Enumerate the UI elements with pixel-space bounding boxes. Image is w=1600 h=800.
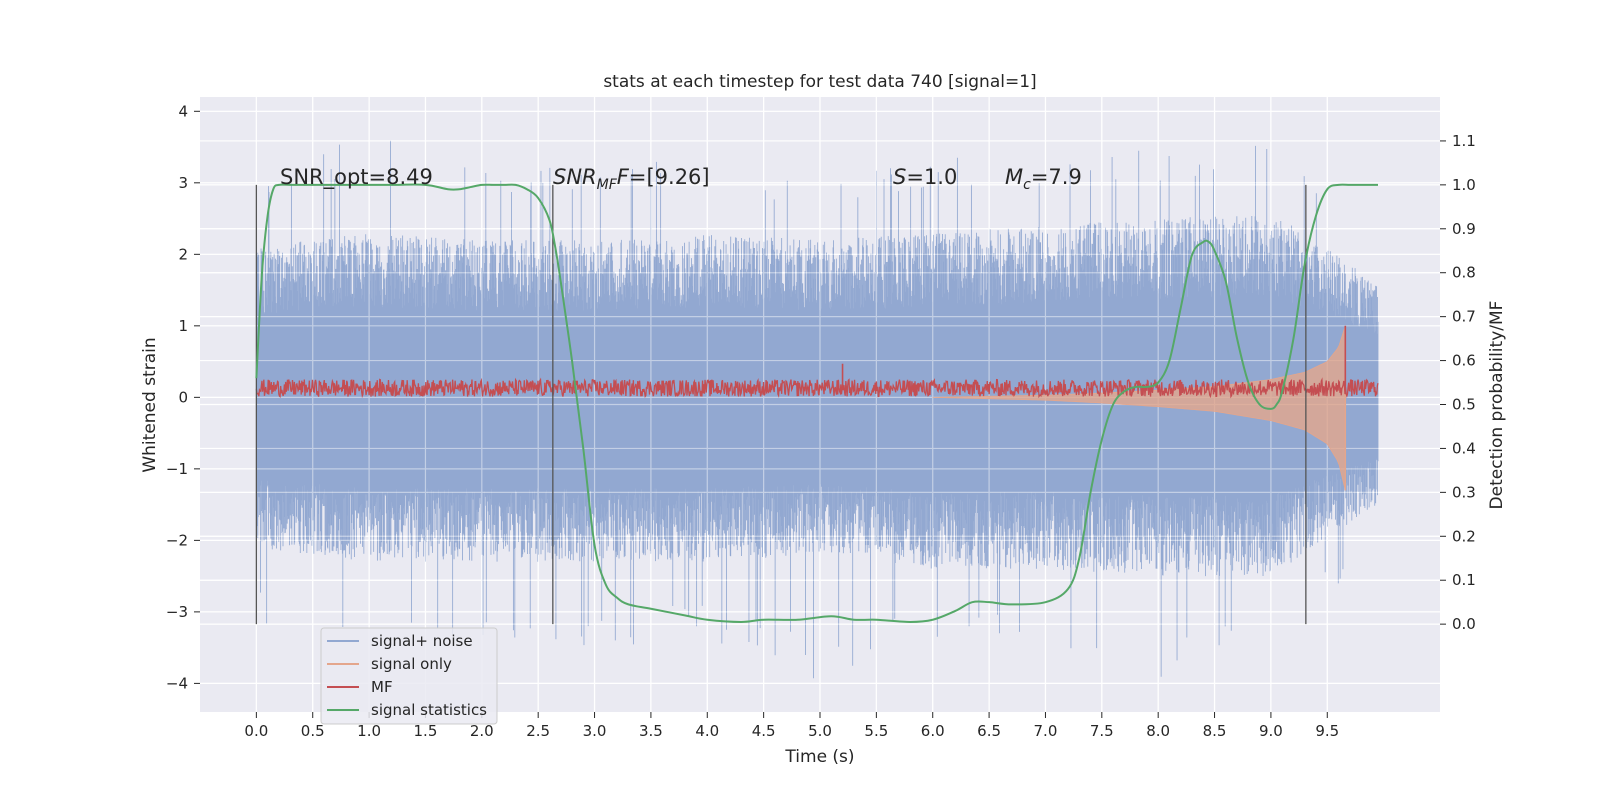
x-tick-label: 5.5 [864, 722, 888, 740]
legend-label-signal-statistics: signal statistics [371, 701, 487, 719]
x-tick-label: 2.0 [470, 722, 494, 740]
y-right-tick-label: 0.1 [1452, 571, 1476, 589]
x-tick-label: 9.0 [1259, 722, 1283, 740]
y-right-tick-label: 0.5 [1452, 396, 1476, 414]
x-tick-label: 4.0 [695, 722, 719, 740]
x-tick-label: 1.0 [357, 722, 381, 740]
legend: signal+ noise signal only MF signal stat… [320, 627, 498, 725]
series-mf [255, 325, 1379, 399]
y-tick-label: −3 [166, 603, 188, 621]
y-tick-label: −2 [166, 531, 188, 549]
legend-label-signal-plus-noise: signal+ noise [371, 632, 473, 650]
annotation-snr-opt: SNR_opt=8.49 [280, 165, 433, 190]
annotation-mc-sub: c [1023, 177, 1031, 193]
annotation-snr-mf-prefix: SNR [553, 165, 597, 189]
y-right-tick-label: 0.9 [1452, 220, 1476, 238]
y-tick-label: 3 [178, 174, 188, 192]
y-right-axis-label: Detection probability/MF [1487, 301, 1507, 510]
annotation-snr-mf: SNRMFF=[9.26] [553, 165, 710, 193]
x-tick-label: 7.0 [1034, 722, 1058, 740]
annotation-mc: Mc=7.9 [1005, 165, 1082, 193]
mf-line [255, 377, 1379, 399]
y-tick-label: −1 [166, 460, 188, 478]
annotation-snr-mf-sub: MF [597, 177, 618, 193]
y-tick-label: 2 [178, 245, 188, 263]
y-axis-label: Whitened strain [140, 337, 160, 472]
y-right-tick-label: 0.7 [1452, 308, 1476, 326]
legend-box [320, 627, 498, 725]
x-tick-label: 8.5 [1203, 722, 1227, 740]
y-right-tick-label: 0.4 [1452, 439, 1476, 457]
annotation-snr-mf-value: =[9.26] [629, 165, 710, 189]
x-tick-label: 6.5 [977, 722, 1001, 740]
x-tick-label: 3.0 [583, 722, 607, 740]
y-right-tick-label: 0.8 [1452, 264, 1476, 282]
signal-statistics-line [255, 183, 1378, 623]
y-tick-label: 4 [178, 102, 188, 120]
annotation-s-value: =1.0 [906, 165, 957, 189]
x-tick-label: 3.5 [639, 722, 663, 740]
y-right-tick-label: 0.3 [1452, 483, 1476, 501]
annotation-mc-prefix: M [1005, 165, 1023, 189]
y-right-tick-label: 0.0 [1452, 615, 1476, 633]
x-tick-label: 6.0 [921, 722, 945, 740]
legend-label-signal-only: signal only [371, 655, 452, 673]
annotation-mc-value: =7.9 [1031, 165, 1082, 189]
x-axis-ticks: 0.0 0.5 1.0 1.5 2.0 2.5 3.0 3.5 4.0 4.5 5.0 5.5 6.0 6… [244, 712, 1339, 740]
y-right-tick-label: 0.6 [1452, 352, 1476, 370]
annotation-s-prefix: S [893, 165, 906, 189]
legend-label-mf: MF [371, 678, 393, 696]
y-right-tick-label: 0.2 [1452, 527, 1476, 545]
x-tick-label: 5.0 [808, 722, 832, 740]
x-axis-label: Time (s) [784, 747, 854, 767]
y-axis-ticks: −4 −3 −2 −1 0 1 2 3 4 [166, 102, 200, 692]
x-tick-label: 4.5 [752, 722, 776, 740]
x-tick-label: 0.5 [301, 722, 325, 740]
y-right-tick-label: 1.0 [1452, 176, 1476, 194]
y-tick-label: 0 [178, 388, 188, 406]
y-right-tick-label: 1.1 [1452, 132, 1476, 150]
x-tick-label: 7.5 [1090, 722, 1114, 740]
y-right-axis-ticks: 0.0 0.1 0.2 0.3 0.4 0.5 0.6 0.7 0.8 0.9 1.0 1.1 [1440, 132, 1476, 633]
y-tick-label: −4 [166, 674, 188, 692]
y-tick-label: 1 [178, 317, 188, 335]
x-tick-label: 0.0 [244, 722, 268, 740]
x-tick-label: 9.5 [1315, 722, 1339, 740]
annotation-s: S=1.0 [893, 165, 957, 189]
x-tick-label: 8.0 [1146, 722, 1170, 740]
series-signal-statistics [255, 183, 1378, 623]
chart-title: stats at each timestep for test data 740… [603, 72, 1036, 92]
x-tick-label: 2.5 [526, 722, 550, 740]
x-tick-label: 1.5 [414, 722, 438, 740]
